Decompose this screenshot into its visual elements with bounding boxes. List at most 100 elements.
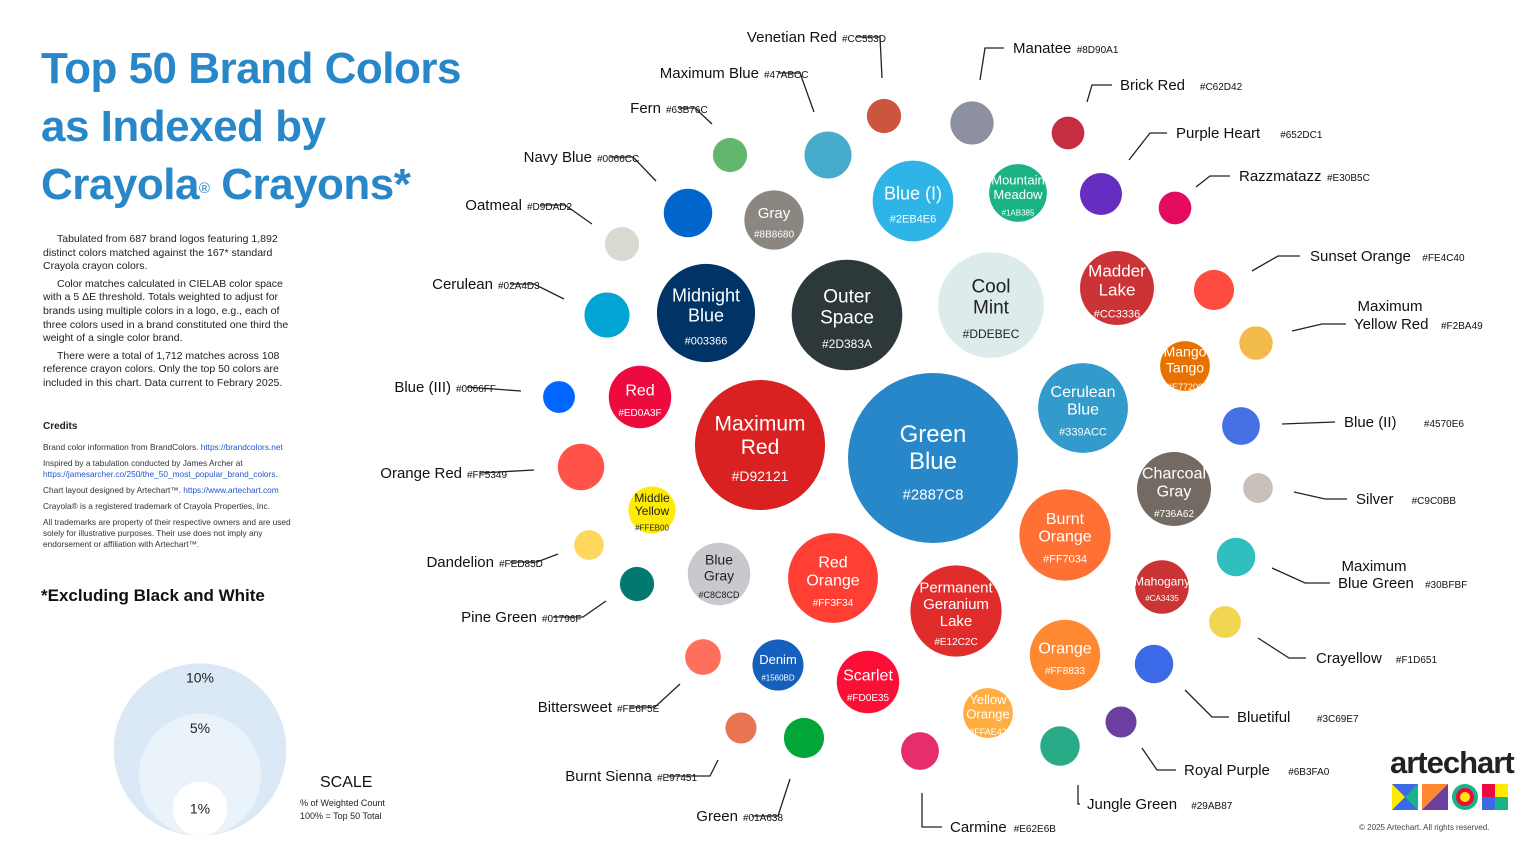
jamesarcher-link[interactable]: https://jamesarcher.co/250/the_50_most_p… [43,469,276,479]
bubble-circle [752,639,804,691]
bubble-name: Yellow [635,504,670,518]
bubble-circle [574,530,604,560]
bubble-circle [804,131,852,179]
leader-line [979,47,1004,81]
bubble-name: Scarlet [843,667,893,684]
leader-line [1086,84,1112,103]
scale-label: 1% [190,801,210,817]
credit-brandcolors: Brand color information from BrandColors… [43,442,199,452]
leader-line [479,469,535,474]
leader-line [667,759,719,777]
bubble-circle [1160,341,1210,391]
bubble-circle [848,373,1018,543]
bubble-name: Maximum [1341,558,1406,575]
bubble-name: Bittersweet [538,699,613,716]
leader-line [510,553,559,563]
bubble-circle [788,533,878,623]
bubble-hex: #8B8680 [754,229,794,240]
bubble-hex: #FFAE42 [969,727,1007,737]
bubble-hex: #FF7034 [1043,553,1087,565]
bubble-hex: #29AB87 [1191,801,1233,812]
bubble-hex: #47ABCC [764,70,808,81]
bubble-name: Sunset Orange [1310,248,1411,265]
bubble-name: Cerulean [1051,384,1116,401]
bubble-jungle-green: Jungle Green #29AB87 [1040,726,1233,813]
bubble-hex: #02A4D3 [498,281,540,292]
bubble-name: Brick Red [1120,77,1185,94]
bubble-circle [1158,191,1192,225]
bubble-orange: Orange #FF8833 [1029,619,1101,691]
bubble-name: Yellow [969,692,1007,707]
bubble-circle [1135,560,1189,614]
credits-title: Credits [43,421,78,432]
bubble-name: Carmine [950,819,1007,836]
bubble-hex: #1560BD [761,673,795,682]
bubble-name: Jungle Green [1087,796,1177,813]
bubble-circle [604,226,640,262]
bubble-hex: #003366 [685,335,728,347]
bubble-hex: #DDEBEC [963,327,1020,341]
bubble-name: Manatee [1013,40,1071,57]
credits: Brand color information from BrandColors… [43,442,311,555]
description-paragraph: Tabulated from 687 brand logos featuring… [43,233,278,273]
bubble-name: Midnight [672,285,740,305]
leader-line [1195,175,1230,188]
leader-line [630,683,681,708]
leader-line [778,72,815,113]
bubble-name: Venetian Red [747,29,837,46]
bubble-hex: #D92121 [732,468,789,484]
bubble-hex: #FE4C40 [1422,253,1465,264]
bubble-sunset-orange: Sunset Orange #FE4C40 [1193,248,1465,311]
bubble-name: Gray [704,567,734,583]
bubble-name: Orange [1038,640,1091,657]
bubble-hex: #D9DAD2 [527,202,572,213]
bubble-dandelion: #FED85D Dandelion [426,530,604,571]
artechart-logo-text: artechart [1390,745,1515,780]
bubble-name: Dandelion [426,554,494,571]
leader-line [1291,323,1346,332]
brandcolors-link[interactable]: https://brandcolors.net [200,442,283,452]
bubble-circle [557,443,605,491]
bubble-name: Navy Blue [524,149,592,166]
credit-disclaimer: All trademarks are property of their res… [43,517,291,549]
bubble-venetian-red: #CC553D Venetian Red [747,29,902,134]
bubble-name: Crayellow [1316,650,1382,667]
bubble-circle [901,732,939,770]
scale-title: SCALE [320,774,373,791]
bubble-hex: #CC553D [842,34,886,45]
bubble-hex: #2D383A [822,337,872,351]
bubble-name: Lake [1099,281,1136,300]
bubble-name: Purple Heart [1176,125,1261,142]
bubble-circle [685,639,721,675]
scale-circle [172,781,228,836]
leader-line [540,204,593,225]
scale-description: 100% = Top 50 Total [300,811,382,821]
bubble-hex: #FD0E35 [847,693,890,704]
bubble-blue-iii: #0066FF Blue (III) [394,379,575,413]
leader-line [1293,491,1347,500]
artechart-link[interactable]: https://www.artechart.com [183,485,279,495]
bubble-circle [1216,537,1256,577]
bubble-circle [1038,363,1128,453]
bubble-hex: #652DC1 [1280,130,1323,141]
bubble-hex: #FF3F34 [813,598,854,609]
bubble-bluetiful: Bluetiful #3C69E7 [1134,644,1359,726]
bubble-name: Blue [705,552,733,568]
bubble-name: Blue [1067,402,1099,419]
leader-line [1271,567,1330,584]
leader-line [1251,255,1300,272]
bubble-hex: #6B3FA0 [1288,767,1330,778]
bubble-circle [608,365,672,429]
bubble-circle [872,160,954,242]
bubble-name: Bluetiful [1237,709,1290,726]
bubble-circle [963,688,1013,738]
